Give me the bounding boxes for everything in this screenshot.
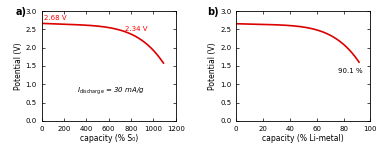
Text: 2.34 V: 2.34 V — [125, 26, 148, 32]
X-axis label: capacity (% S₀): capacity (% S₀) — [80, 135, 138, 143]
Text: 90.1 %: 90.1 % — [338, 68, 363, 74]
Text: $I_\mathrm{discharge}$ = 30 mA/g: $I_\mathrm{discharge}$ = 30 mA/g — [77, 85, 145, 97]
Text: a): a) — [16, 7, 27, 17]
Y-axis label: Potential (V): Potential (V) — [208, 42, 217, 90]
Text: 2.68 V: 2.68 V — [44, 15, 67, 21]
Y-axis label: Potential (V): Potential (V) — [14, 42, 23, 90]
Text: b): b) — [207, 7, 218, 17]
X-axis label: capacity (% Li-metal): capacity (% Li-metal) — [262, 135, 344, 143]
